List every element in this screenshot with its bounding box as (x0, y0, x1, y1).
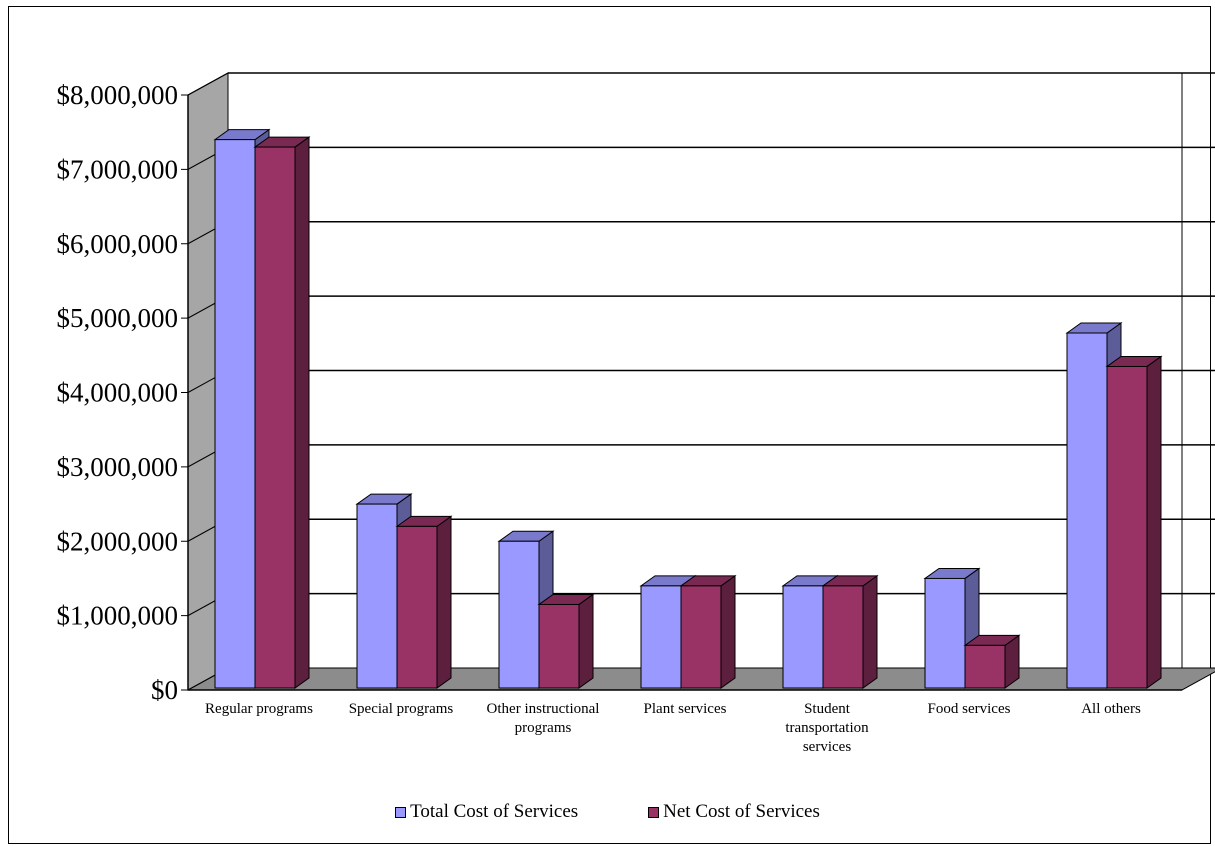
bar-side (720, 574, 736, 689)
x-tick-label: All others (1081, 701, 1141, 717)
x-axis-labels: Regular programs Special programs Other in… (205, 701, 1141, 755)
x-tick-label: Regular programs (205, 701, 313, 717)
legend-item-total: Total Cost of Services (395, 800, 578, 824)
bar-front (396, 525, 438, 689)
bar-side (294, 136, 310, 689)
legend-label-net: Net Cost of Services (663, 801, 820, 822)
bar-net-cost-of-services-1 (395, 515, 453, 689)
bar-net-cost-of-services-2 (537, 593, 595, 689)
y-tick-label: $2,000,000 (57, 526, 179, 556)
legend-swatch-total (395, 806, 407, 818)
legend: Total Cost of Services Net Cost of Servi… (0, 800, 1215, 824)
bar-front (640, 585, 682, 689)
bar-front (924, 577, 966, 689)
x-tick-label: transportation (785, 720, 869, 736)
bar-front (538, 603, 580, 689)
bar-front (214, 139, 256, 689)
x-tick-label: Plant services (644, 701, 727, 717)
bar-net-cost-of-services-0 (253, 136, 311, 689)
bar-net-cost-of-services-6 (1105, 355, 1163, 689)
bar-total-cost-of-services-3 (639, 574, 697, 689)
x-tick-label: programs (515, 720, 572, 736)
bars (213, 128, 1163, 689)
y-tick-label: $0 (151, 675, 178, 705)
x-tick-label: services (803, 739, 851, 755)
bar-side (436, 515, 452, 689)
bar-front (680, 585, 722, 689)
x-tick-label: Other instructional (487, 701, 600, 717)
y-axis-ticks: $0 $1,000,000 $2,000,000 $3,000,000 $4,000,0… (57, 80, 1182, 705)
y-tick-label: $8,000,000 (57, 80, 179, 110)
bar-net-cost-of-services-4 (821, 574, 879, 689)
y-tick-label: $6,000,000 (57, 229, 179, 259)
legend-label-total: Total Cost of Services (410, 801, 579, 822)
y-tick-label: $4,000,000 (57, 378, 179, 408)
legend-swatch-net (648, 806, 660, 818)
bar-side (578, 593, 594, 689)
y-tick-label: $5,000,000 (57, 303, 179, 333)
y-tick-label: $1,000,000 (57, 601, 179, 631)
gridline-side (187, 72, 229, 96)
bar-front (254, 146, 296, 689)
bar-front (1106, 365, 1148, 689)
bar-net-cost-of-services-3 (679, 574, 737, 689)
x-tick-label: Special programs (349, 701, 454, 717)
bar-front (498, 540, 540, 689)
bar-front (782, 585, 824, 689)
bar-front (964, 644, 1006, 689)
bar-net-cost-of-services-5 (963, 634, 1021, 689)
x-tick-label: Food services (928, 701, 1011, 717)
y-tick-label: $7,000,000 (57, 154, 179, 184)
y-tick-label: $3,000,000 (57, 452, 179, 482)
bar-front (822, 585, 864, 689)
bar-side (1146, 355, 1162, 689)
bar-side (862, 574, 878, 689)
x-tick-label: Student (804, 701, 851, 717)
bar-front (1066, 332, 1108, 689)
legend-item-net: Net Cost of Services (648, 800, 820, 824)
bar-front (356, 503, 398, 689)
